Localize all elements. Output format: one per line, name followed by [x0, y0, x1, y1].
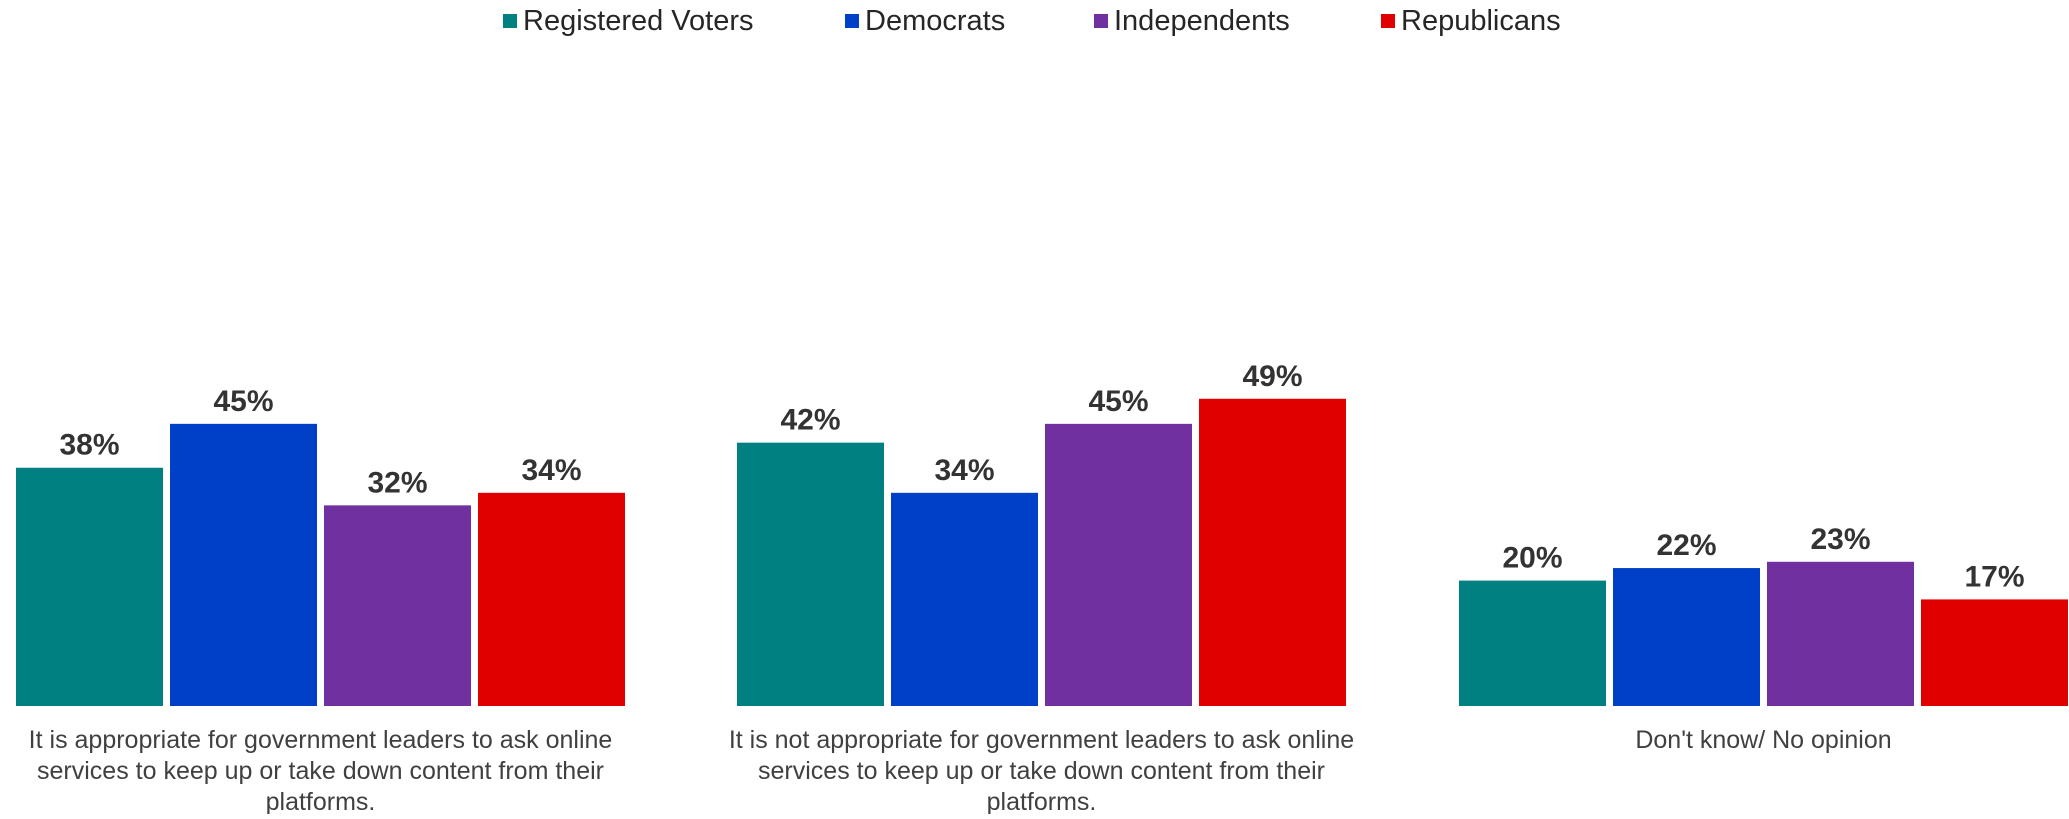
bar-group-1: 38% 45% 32% 34%	[16, 385, 625, 706]
bar-republicans	[1199, 398, 1346, 706]
legend-label: Democrats	[865, 4, 1006, 37]
category-label-line: platforms.	[266, 788, 376, 814]
data-label: 45%	[213, 385, 273, 418]
bar-group-2: 42% 34% 45% 49%	[737, 360, 1346, 706]
category-label-line: platforms.	[987, 788, 1097, 814]
bar-democrats	[891, 492, 1038, 706]
legend: Registered Voters Democrats Independents Re…	[0, 0, 2069, 44]
legend-item-republicans: Republicans	[1381, 3, 1561, 39]
legend-item-registered-voters: Registered Voters	[503, 3, 754, 39]
bar-group-3: 20% 22% 23% 17%	[1459, 523, 2068, 706]
category-label-line: It is appropriate for government leaders…	[29, 726, 613, 754]
legend-swatch	[845, 14, 859, 28]
category-label-2: It is not appropriate for government lea…	[729, 726, 1354, 814]
bar-independents	[324, 505, 471, 706]
bar-registered-voters	[1459, 580, 1606, 706]
data-label: 23%	[1810, 523, 1870, 556]
bar-independents	[1767, 561, 1914, 706]
legend-label: Independents	[1114, 4, 1290, 37]
bar-registered-voters	[16, 467, 163, 706]
legend-label: Republicans	[1401, 4, 1561, 37]
category-label-line: It is not appropriate for government lea…	[729, 726, 1354, 754]
bar-registered-voters	[737, 442, 884, 706]
data-label: 42%	[780, 404, 840, 437]
data-label: 38%	[59, 429, 119, 462]
data-label: 22%	[1656, 529, 1716, 562]
category-label-1: It is appropriate for government leaders…	[29, 726, 613, 814]
category-label-3: Don't know/ No opinion	[1635, 726, 1891, 754]
category-label-line: services to keep up or take down content…	[37, 757, 604, 785]
legend-swatch	[1094, 14, 1108, 28]
legend-item-democrats: Democrats	[845, 3, 1005, 39]
data-label: 49%	[1242, 360, 1302, 393]
data-label: 32%	[367, 466, 427, 499]
legend-swatch	[1381, 14, 1395, 28]
bar-democrats	[170, 423, 317, 706]
legend-swatch	[503, 14, 517, 28]
bar-independents	[1045, 423, 1192, 706]
bar-democrats	[1613, 568, 1760, 706]
data-label: 34%	[521, 454, 581, 487]
bar-republicans	[1921, 599, 2068, 706]
data-label: 17%	[1964, 560, 2024, 593]
legend-item-independents: Independents	[1094, 3, 1290, 39]
data-label: 20%	[1502, 542, 1562, 575]
data-label: 34%	[934, 454, 994, 487]
legend-label: Registered Voters	[523, 4, 754, 37]
category-label-line: services to keep up or take down content…	[758, 757, 1325, 785]
bar-republicans	[478, 492, 625, 706]
data-label: 45%	[1088, 385, 1148, 418]
category-label-line: Don't know/ No opinion	[1635, 726, 1891, 754]
